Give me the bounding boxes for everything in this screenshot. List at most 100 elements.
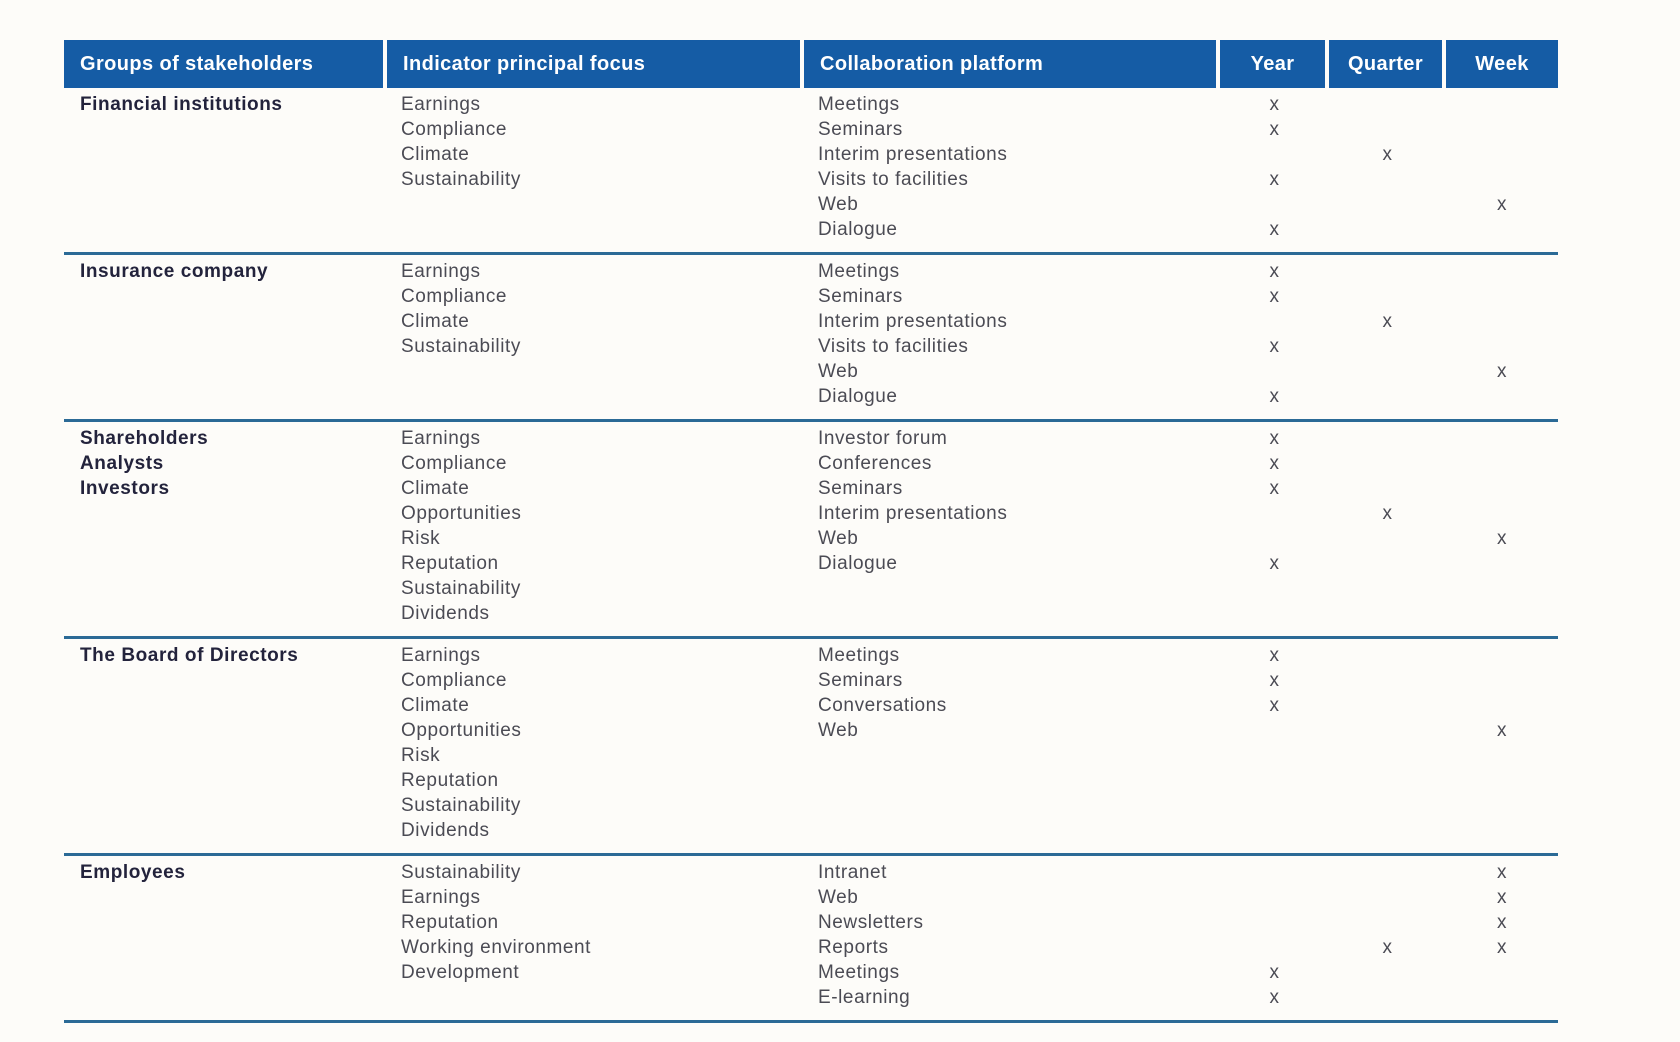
platform-cell: Intranet: [818, 862, 887, 883]
indicator-cell: Development: [401, 962, 520, 983]
group-cell: [64, 217, 387, 242]
quarter-mark: [1329, 451, 1446, 476]
indicator-cell: Earnings: [401, 94, 481, 115]
group-cell: [64, 526, 387, 551]
indicator-cell: [387, 217, 804, 242]
column-header-platform: Collaboration platform: [804, 40, 1220, 88]
platform-cell: Interim presentations: [818, 144, 1008, 165]
column-header-indicator: Indicator principal focus: [387, 40, 804, 88]
week-mark: [1446, 793, 1558, 818]
quarter-mark: [1329, 860, 1446, 885]
platform-cell: Web: [818, 887, 859, 908]
quarter-mark: [1329, 384, 1446, 409]
group-cell: [64, 718, 387, 743]
quarter-mark: [1329, 985, 1446, 1010]
indicator-cell: [387, 359, 804, 384]
indicator-cell: Compliance: [401, 453, 508, 474]
week-mark: [1446, 92, 1558, 117]
quarter-mark: [1329, 476, 1446, 501]
quarter-mark: [1329, 885, 1446, 910]
quarter-mark: [1329, 668, 1446, 693]
week-mark: [1446, 334, 1558, 359]
table-row: Analysts Compliance Conferences x: [64, 451, 1558, 476]
indicator-cell: Sustainability: [401, 795, 521, 816]
table-row: Opportunities Web x: [64, 718, 1558, 743]
year-mark: [1220, 743, 1329, 768]
quarter-mark: [1329, 551, 1446, 576]
group-cell: [64, 985, 387, 1010]
year-mark: [1220, 192, 1329, 217]
group-cell: [64, 818, 387, 843]
column-header-week: Week: [1446, 40, 1558, 88]
year-mark: x: [1269, 428, 1280, 449]
group-cell: Employees: [80, 862, 186, 883]
group-cell: [64, 743, 387, 768]
indicator-cell: Sustainability: [401, 862, 521, 883]
indicator-cell: Opportunities: [401, 503, 522, 524]
group-cell: [64, 192, 387, 217]
group-cell: [64, 693, 387, 718]
year-mark: x: [1269, 219, 1280, 240]
column-header-quarter: Quarter: [1329, 40, 1446, 88]
indicator-cell: Reputation: [401, 912, 499, 933]
indicator-cell: [387, 384, 804, 409]
indicator-cell: Dividends: [401, 603, 490, 624]
quarter-mark: x: [1382, 503, 1393, 524]
week-mark: [1446, 117, 1558, 142]
year-mark: x: [1269, 386, 1280, 407]
indicator-cell: Sustainability: [401, 336, 521, 357]
platform-cell: Visits to facilities: [818, 169, 969, 190]
year-mark: [1220, 142, 1329, 167]
quarter-mark: x: [1382, 937, 1393, 958]
quarter-mark: [1329, 793, 1446, 818]
indicator-cell: Earnings: [401, 645, 481, 666]
group-cell: [64, 142, 387, 167]
year-mark: [1220, 601, 1329, 626]
year-mark: x: [1269, 695, 1280, 716]
platform-cell: Web: [818, 720, 859, 741]
platform-cell: Dialogue: [818, 219, 898, 240]
year-mark: [1220, 818, 1329, 843]
table-row: The Board of Directors Earnings Meetings x: [64, 643, 1558, 668]
table-row: Compliance Seminars x: [64, 117, 1558, 142]
platform-cell: Newsletters: [818, 912, 924, 933]
week-mark: [1446, 476, 1558, 501]
quarter-mark: [1329, 334, 1446, 359]
table-row: Climate Interim presentations x: [64, 309, 1558, 334]
table-row: Reputation Newsletters x: [64, 910, 1558, 935]
year-mark: [1220, 526, 1329, 551]
table-row: Reputation: [64, 768, 1558, 793]
year-mark: [1220, 359, 1329, 384]
table-body: Financial institutions Earnings Meetings x C…: [64, 88, 1558, 1023]
year-mark: x: [1269, 987, 1280, 1008]
week-mark: x: [1496, 528, 1508, 549]
platform-cell: Meetings: [818, 94, 900, 115]
week-mark: [1446, 576, 1558, 601]
week-mark: [1446, 985, 1558, 1010]
week-mark: [1446, 693, 1558, 718]
year-mark: [1220, 793, 1329, 818]
indicator-cell: Compliance: [401, 670, 508, 691]
quarter-mark: [1329, 526, 1446, 551]
table-row: Sustainability: [64, 576, 1558, 601]
group-cell: [64, 910, 387, 935]
week-mark: [1446, 743, 1558, 768]
week-mark: [1446, 960, 1558, 985]
table-row: Earnings Web x: [64, 885, 1558, 910]
indicator-cell: Reputation: [401, 770, 499, 791]
table-row: Dialogue x: [64, 384, 1558, 409]
year-mark: x: [1269, 962, 1280, 983]
week-mark: [1446, 426, 1558, 451]
indicator-cell: Climate: [401, 695, 470, 716]
week-mark: x: [1496, 912, 1508, 933]
table-row: Compliance Seminars x: [64, 668, 1558, 693]
quarter-mark: [1329, 743, 1446, 768]
stakeholder-section: Financial institutions Earnings Meetings x C…: [64, 88, 1558, 255]
table-row: Dividends: [64, 601, 1558, 626]
platform-cell: Seminars: [818, 478, 903, 499]
indicator-cell: [387, 192, 804, 217]
year-mark: x: [1269, 553, 1280, 574]
group-cell: [64, 309, 387, 334]
platform-cell: [804, 793, 1220, 818]
table-row: Development Meetings x: [64, 960, 1558, 985]
